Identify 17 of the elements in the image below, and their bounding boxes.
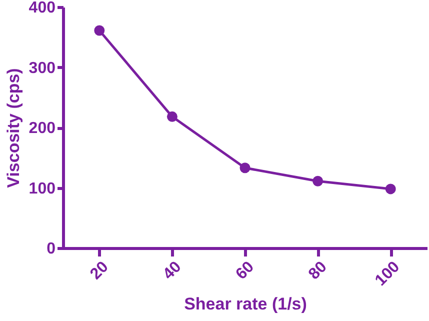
y-tick-label: 0 (46, 240, 56, 258)
point (312, 176, 324, 186)
y-tick-label: 400 (28, 0, 56, 16)
y-axis-title: Viscosity (cps) (4, 68, 23, 188)
y-tick-label: 300 (28, 60, 56, 77)
y-tick-label: 200 (28, 120, 56, 137)
y-tick-label: 100 (28, 180, 56, 198)
x-tick-label: 100 (372, 258, 404, 290)
point (385, 184, 396, 194)
x-tick-label: 40 (160, 258, 185, 284)
x-tick-label: 20 (87, 258, 112, 284)
x-axis-title: Shear rate (1/s) (184, 294, 307, 314)
x-tick-label: 60 (232, 258, 258, 284)
point (94, 25, 105, 36)
x-tick-label: 80 (306, 258, 330, 284)
point (240, 162, 250, 174)
point (166, 111, 178, 122)
